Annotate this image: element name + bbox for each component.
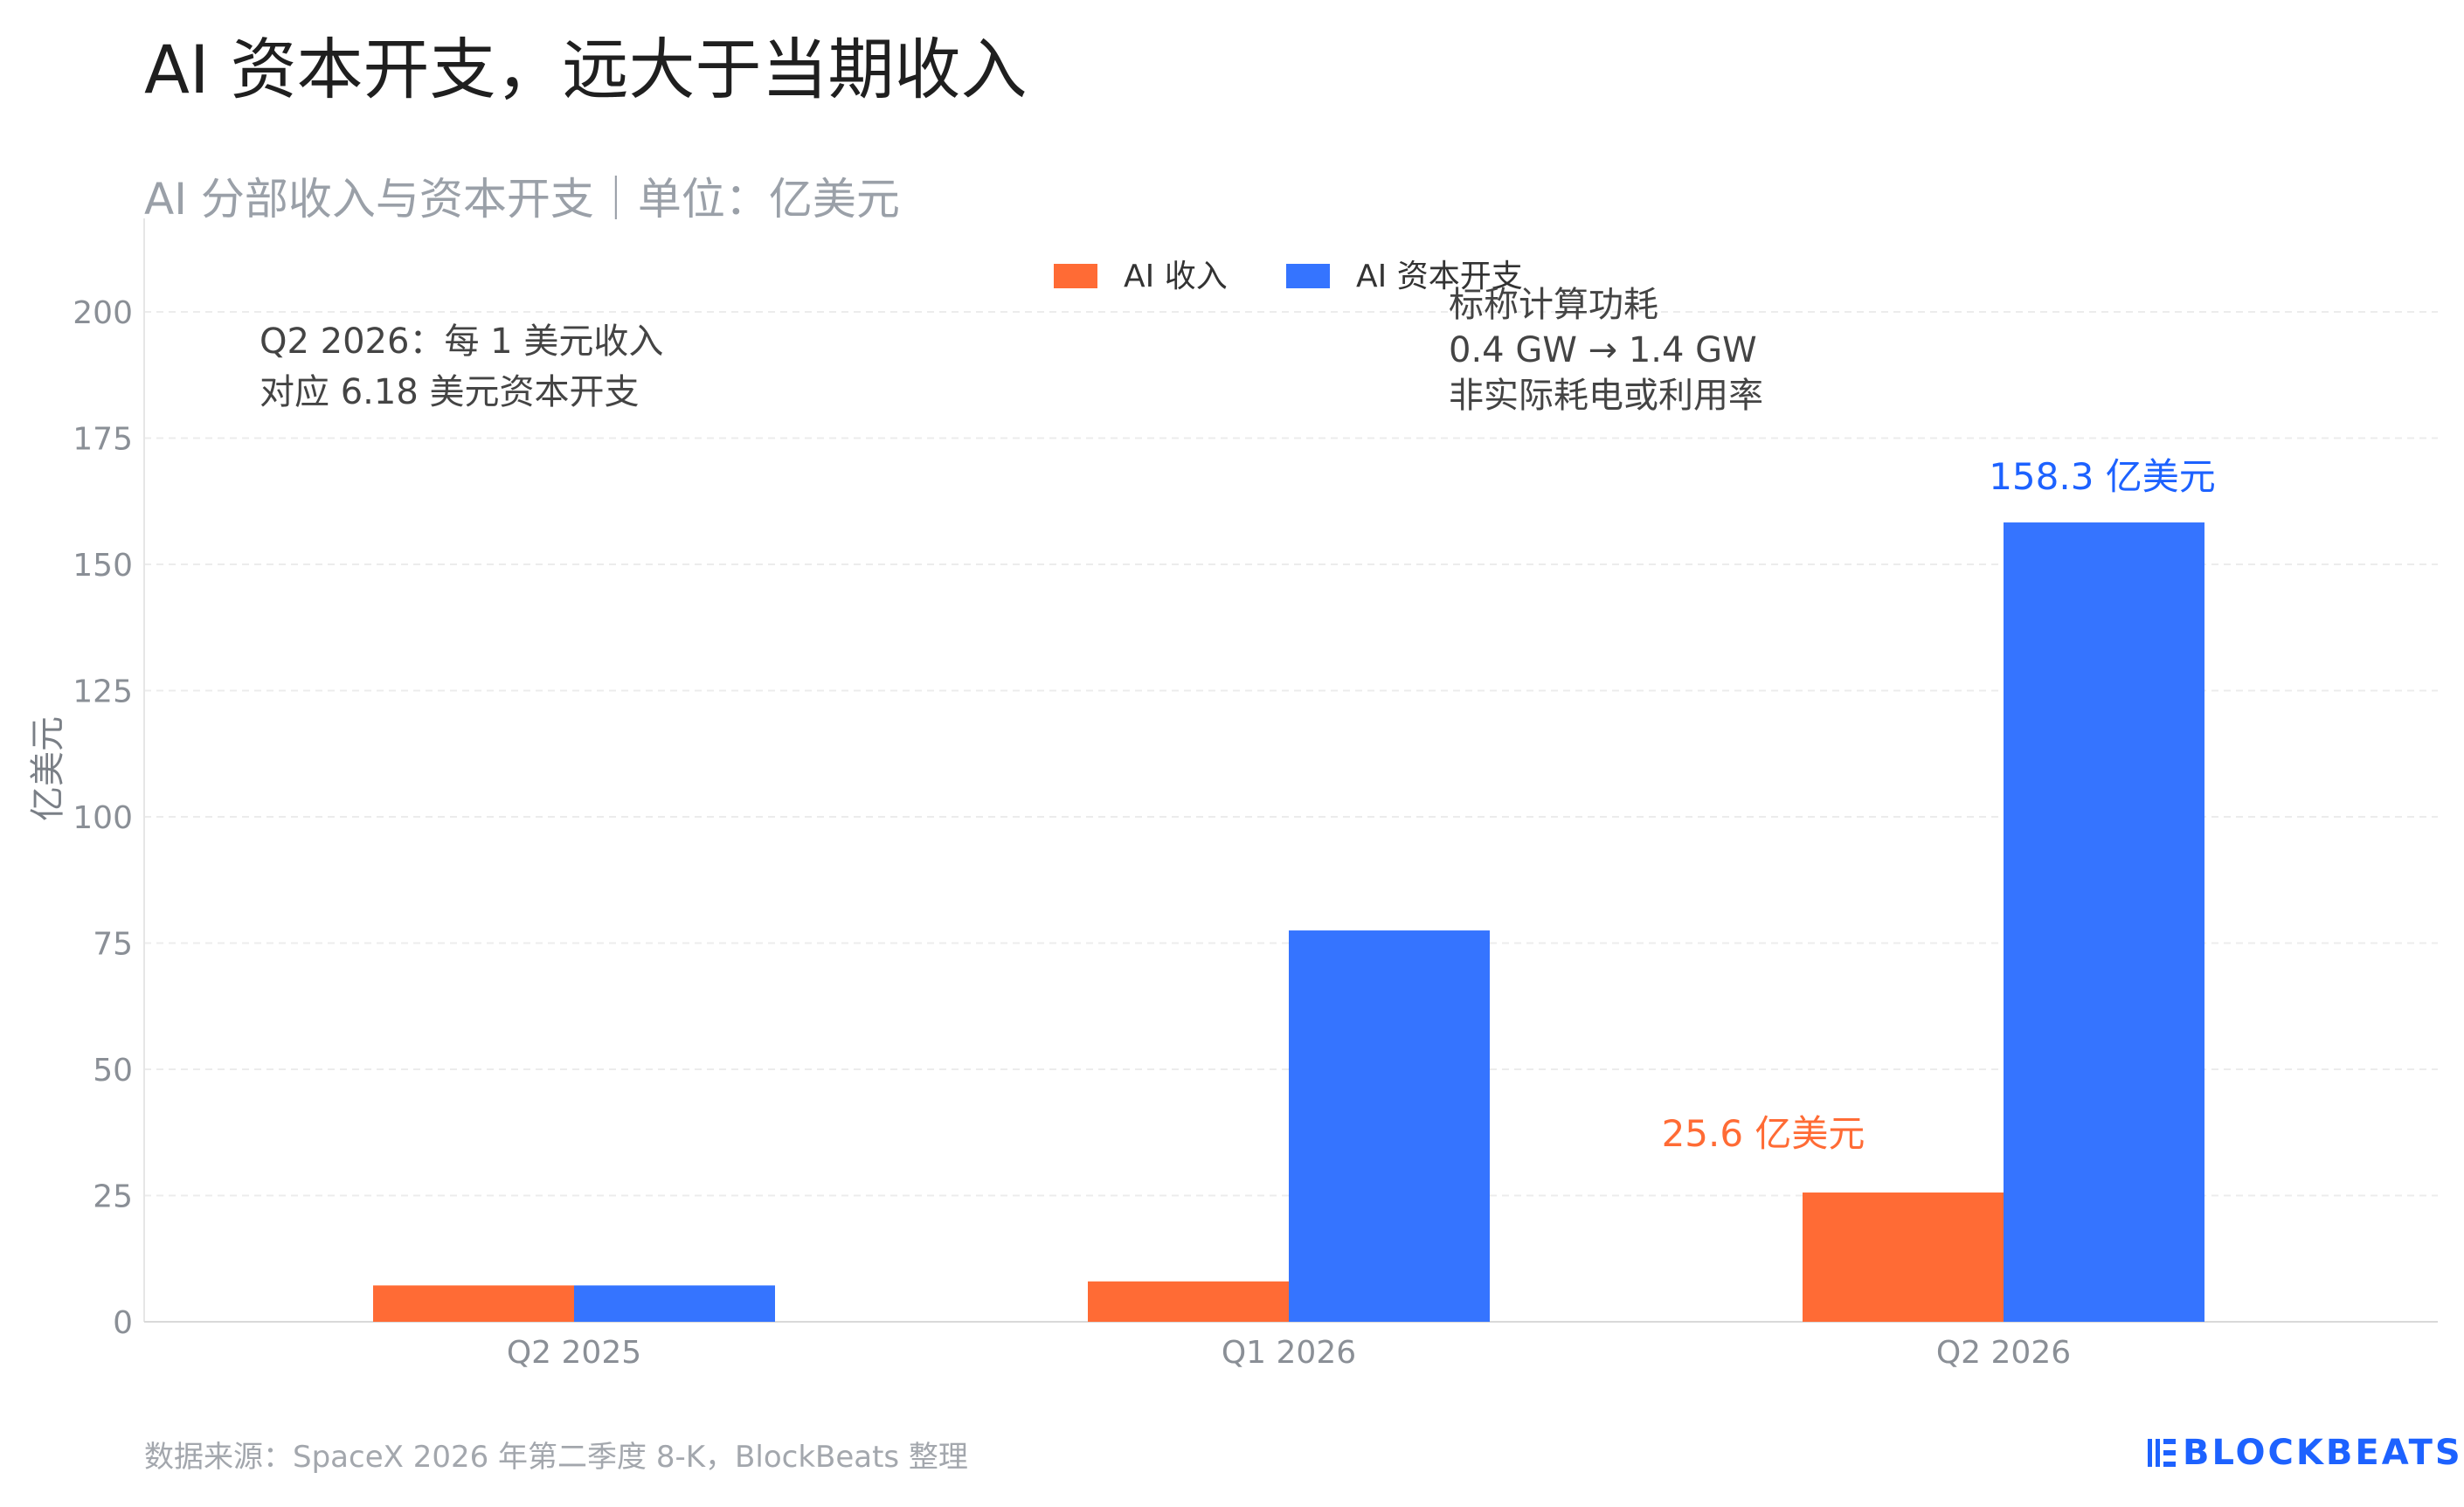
y-tick-label: 125 [73, 674, 133, 710]
bar-capex [1289, 930, 1490, 1322]
power-annotation: 标称计算功耗 0.4 GW → 1.4 GW 非实际耗电或利用率 [1449, 285, 1763, 416]
source-note: 数据来源：SpaceX 2026 年第二季度 8-K，BlockBeats 整理 [144, 1440, 968, 1475]
y-axis-label: 亿美元 [28, 716, 68, 821]
chart-title: AI 资本开支，远大于当期收入 [144, 31, 1028, 108]
legend-swatch-capex [1286, 264, 1330, 288]
legend: AI 收入 AI 资本开支 [1054, 259, 1523, 294]
bars [373, 522, 2204, 1322]
y-tick-label: 0 [113, 1305, 133, 1341]
power-annotation-line1: 标称计算功耗 [1449, 285, 1658, 325]
ratio-annotation: Q2 2026：每 1 美元收入 对应 6.18 美元资本开支 [260, 321, 663, 412]
y-tick-labels: 0 25 50 75 100 125 150 175 200 [73, 295, 133, 1341]
power-annotation-line2: 0.4 GW → 1.4 GW [1449, 330, 1757, 370]
blockbeats-logo-icon [2148, 1439, 2176, 1467]
blockbeats-logo: BLOCKBEATS [2148, 1433, 2463, 1473]
blockbeats-logo-text: BLOCKBEATS [2183, 1433, 2463, 1473]
revenue-value-label: 25.6 亿美元 [1662, 1112, 1865, 1155]
x-tick-label: Q1 2026 [1222, 1335, 1356, 1371]
ratio-annotation-line1: Q2 2026：每 1 美元收入 [260, 321, 663, 362]
capex-value-label: 158.3 亿美元 [1989, 455, 2216, 498]
bar-capex [574, 1285, 775, 1322]
x-tick-label: Q2 2025 [507, 1335, 641, 1371]
y-tick-label: 150 [73, 548, 133, 584]
ratio-annotation-line2: 对应 6.18 美元资本开支 [260, 372, 640, 412]
legend-label-capex: AI 资本开支 [1356, 259, 1523, 294]
bar-revenue [1803, 1192, 2004, 1322]
chart-subtitle: AI 分部收入与资本开支｜单位：亿美元 [144, 174, 900, 225]
legend-swatch-revenue [1054, 264, 1097, 288]
y-tick-label: 175 [73, 422, 133, 458]
y-tick-label: 50 [93, 1053, 133, 1089]
y-tick-label: 25 [93, 1179, 133, 1215]
power-annotation-line3: 非实际耗电或利用率 [1449, 376, 1763, 416]
y-tick-label: 75 [93, 927, 133, 963]
bar-revenue [373, 1285, 574, 1322]
y-tick-label: 100 [73, 800, 133, 836]
x-tick-label: Q2 2026 [1936, 1335, 2071, 1371]
bar-revenue [1088, 1281, 1289, 1322]
legend-label-revenue: AI 收入 [1124, 259, 1228, 294]
bar-capex [2004, 522, 2204, 1322]
y-tick-label: 200 [73, 295, 133, 331]
x-tick-labels: Q2 2025 Q1 2026 Q2 2026 [507, 1335, 2071, 1371]
